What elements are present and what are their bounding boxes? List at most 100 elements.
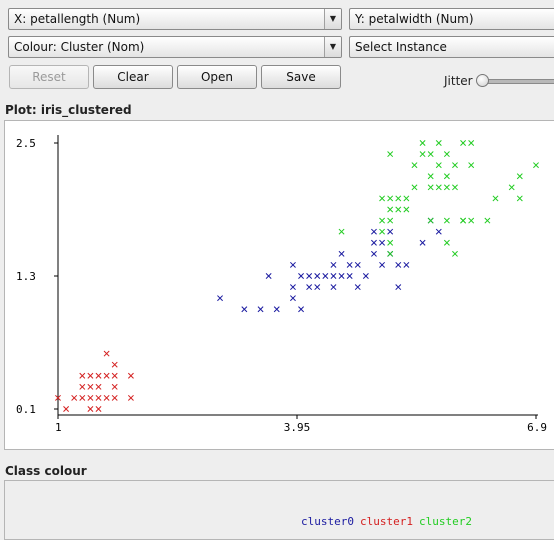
cluster0-point[interactable] bbox=[371, 228, 377, 235]
cluster0-point[interactable] bbox=[403, 261, 410, 268]
cluster0-point[interactable] bbox=[371, 239, 377, 246]
cluster0-point[interactable] bbox=[330, 273, 337, 279]
cluster1-point[interactable] bbox=[111, 372, 118, 379]
cluster1-point[interactable] bbox=[63, 406, 70, 412]
cluster2-point[interactable] bbox=[387, 151, 394, 158]
cluster0-point[interactable] bbox=[419, 239, 426, 246]
cluster0-point[interactable] bbox=[273, 306, 280, 313]
cluster0-point[interactable] bbox=[379, 261, 386, 268]
cluster2-point[interactable] bbox=[395, 206, 402, 213]
cluster0-point[interactable] bbox=[306, 273, 313, 279]
cluster2-point[interactable] bbox=[516, 195, 523, 202]
cluster2-point[interactable] bbox=[492, 195, 499, 202]
cluster2-point[interactable] bbox=[452, 250, 458, 257]
cluster0-point[interactable] bbox=[289, 261, 296, 268]
clear-button[interactable]: Clear bbox=[93, 65, 173, 89]
scatter-plot[interactable]: 0.1 1.3 2.5 1 3.95 6.9 bbox=[5, 121, 554, 451]
cluster2-point[interactable] bbox=[403, 195, 410, 202]
cluster1-point[interactable] bbox=[111, 394, 118, 401]
cluster1-point[interactable] bbox=[79, 372, 86, 379]
cluster2-point[interactable] bbox=[460, 140, 467, 146]
cluster0-point[interactable] bbox=[346, 273, 353, 279]
cluster2-point[interactable] bbox=[468, 162, 475, 169]
select-instance-dropdown[interactable]: Select Instance bbox=[349, 36, 554, 58]
cluster2-point[interactable] bbox=[460, 217, 467, 224]
y-axis-select[interactable]: Y: petalwidth (Num) bbox=[349, 8, 554, 30]
cluster1-point[interactable] bbox=[111, 361, 118, 368]
cluster2-point[interactable] bbox=[379, 195, 386, 202]
cluster1-point[interactable] bbox=[95, 372, 102, 379]
cluster0-point[interactable] bbox=[257, 306, 264, 313]
cluster1-point[interactable] bbox=[79, 383, 86, 390]
cluster0-point[interactable] bbox=[314, 273, 321, 279]
reset-button[interactable]: Reset bbox=[9, 65, 89, 89]
cluster0-point[interactable] bbox=[289, 295, 296, 302]
cluster1-point[interactable] bbox=[95, 394, 102, 401]
cluster2-point[interactable] bbox=[516, 173, 523, 180]
cluster2-point[interactable] bbox=[387, 217, 394, 224]
cluster0-point[interactable] bbox=[435, 228, 442, 235]
cluster0-point[interactable] bbox=[298, 273, 305, 279]
cluster0-point[interactable] bbox=[354, 261, 361, 268]
jitter-slider-thumb[interactable] bbox=[476, 74, 489, 87]
cluster1-point[interactable] bbox=[95, 383, 102, 390]
cluster0-point[interactable] bbox=[338, 273, 345, 279]
cluster0-point[interactable] bbox=[354, 284, 361, 291]
cluster2-point[interactable] bbox=[443, 173, 450, 180]
cluster2-point[interactable] bbox=[435, 140, 442, 146]
cluster2-point[interactable] bbox=[427, 151, 434, 158]
cluster1-point[interactable] bbox=[111, 383, 118, 390]
cluster0-point[interactable] bbox=[314, 284, 321, 291]
legend-item-cluster0[interactable]: cluster0 bbox=[301, 515, 354, 528]
cluster2-point[interactable] bbox=[387, 195, 394, 202]
cluster0-point[interactable] bbox=[395, 284, 402, 291]
cluster1-point[interactable] bbox=[87, 372, 94, 379]
cluster2-point[interactable] bbox=[419, 151, 426, 158]
cluster2-point[interactable] bbox=[403, 206, 410, 213]
cluster1-point[interactable] bbox=[127, 394, 134, 401]
cluster2-point[interactable] bbox=[435, 184, 442, 191]
cluster2-point[interactable] bbox=[419, 140, 426, 146]
cluster1-point[interactable] bbox=[87, 394, 94, 401]
cluster0-point[interactable] bbox=[289, 284, 296, 291]
cluster0-point[interactable] bbox=[379, 239, 386, 246]
cluster0-point[interactable] bbox=[217, 295, 223, 302]
cluster2-point[interactable] bbox=[443, 217, 450, 224]
x-axis-select[interactable]: X: petallength (Num) ▼ bbox=[8, 8, 342, 30]
cluster2-point[interactable] bbox=[427, 184, 434, 191]
cluster2-point[interactable] bbox=[411, 184, 418, 191]
cluster0-point[interactable] bbox=[322, 273, 329, 279]
cluster2-point[interactable] bbox=[508, 184, 515, 191]
colour-select[interactable]: Colour: Cluster (Nom) ▼ bbox=[8, 36, 342, 58]
cluster0-point[interactable] bbox=[395, 261, 402, 268]
open-button[interactable]: Open bbox=[177, 65, 257, 89]
cluster2-point[interactable] bbox=[533, 162, 539, 169]
cluster1-point[interactable] bbox=[127, 372, 134, 379]
cluster2-point[interactable] bbox=[395, 195, 402, 202]
cluster0-point[interactable] bbox=[362, 273, 369, 279]
cluster0-point[interactable] bbox=[371, 250, 377, 257]
cluster0-point[interactable] bbox=[330, 261, 337, 268]
cluster2-point[interactable] bbox=[427, 173, 434, 180]
cluster0-point[interactable] bbox=[265, 273, 272, 279]
cluster2-point[interactable] bbox=[468, 217, 475, 224]
cluster1-point[interactable] bbox=[95, 406, 102, 412]
cluster2-point[interactable] bbox=[387, 206, 394, 213]
cluster1-point[interactable] bbox=[103, 350, 110, 357]
cluster2-point[interactable] bbox=[484, 217, 491, 224]
cluster2-point[interactable] bbox=[468, 140, 475, 146]
save-button[interactable]: Save bbox=[261, 65, 341, 89]
cluster1-point[interactable] bbox=[87, 383, 94, 390]
cluster2-point[interactable] bbox=[427, 217, 434, 224]
jitter-slider[interactable] bbox=[476, 72, 554, 90]
cluster2-point[interactable] bbox=[379, 217, 386, 224]
cluster0-point[interactable] bbox=[306, 284, 313, 291]
cluster2-point[interactable] bbox=[411, 162, 418, 169]
legend-item-cluster2[interactable]: cluster2 bbox=[418, 515, 472, 528]
cluster1-point[interactable] bbox=[103, 372, 110, 379]
plot-panel[interactable]: 0.1 1.3 2.5 1 3.95 6.9 bbox=[4, 120, 554, 450]
cluster0-point[interactable] bbox=[387, 228, 394, 235]
cluster0-point[interactable] bbox=[241, 306, 248, 313]
cluster2-point[interactable] bbox=[387, 250, 394, 257]
cluster2-point[interactable] bbox=[387, 239, 394, 246]
